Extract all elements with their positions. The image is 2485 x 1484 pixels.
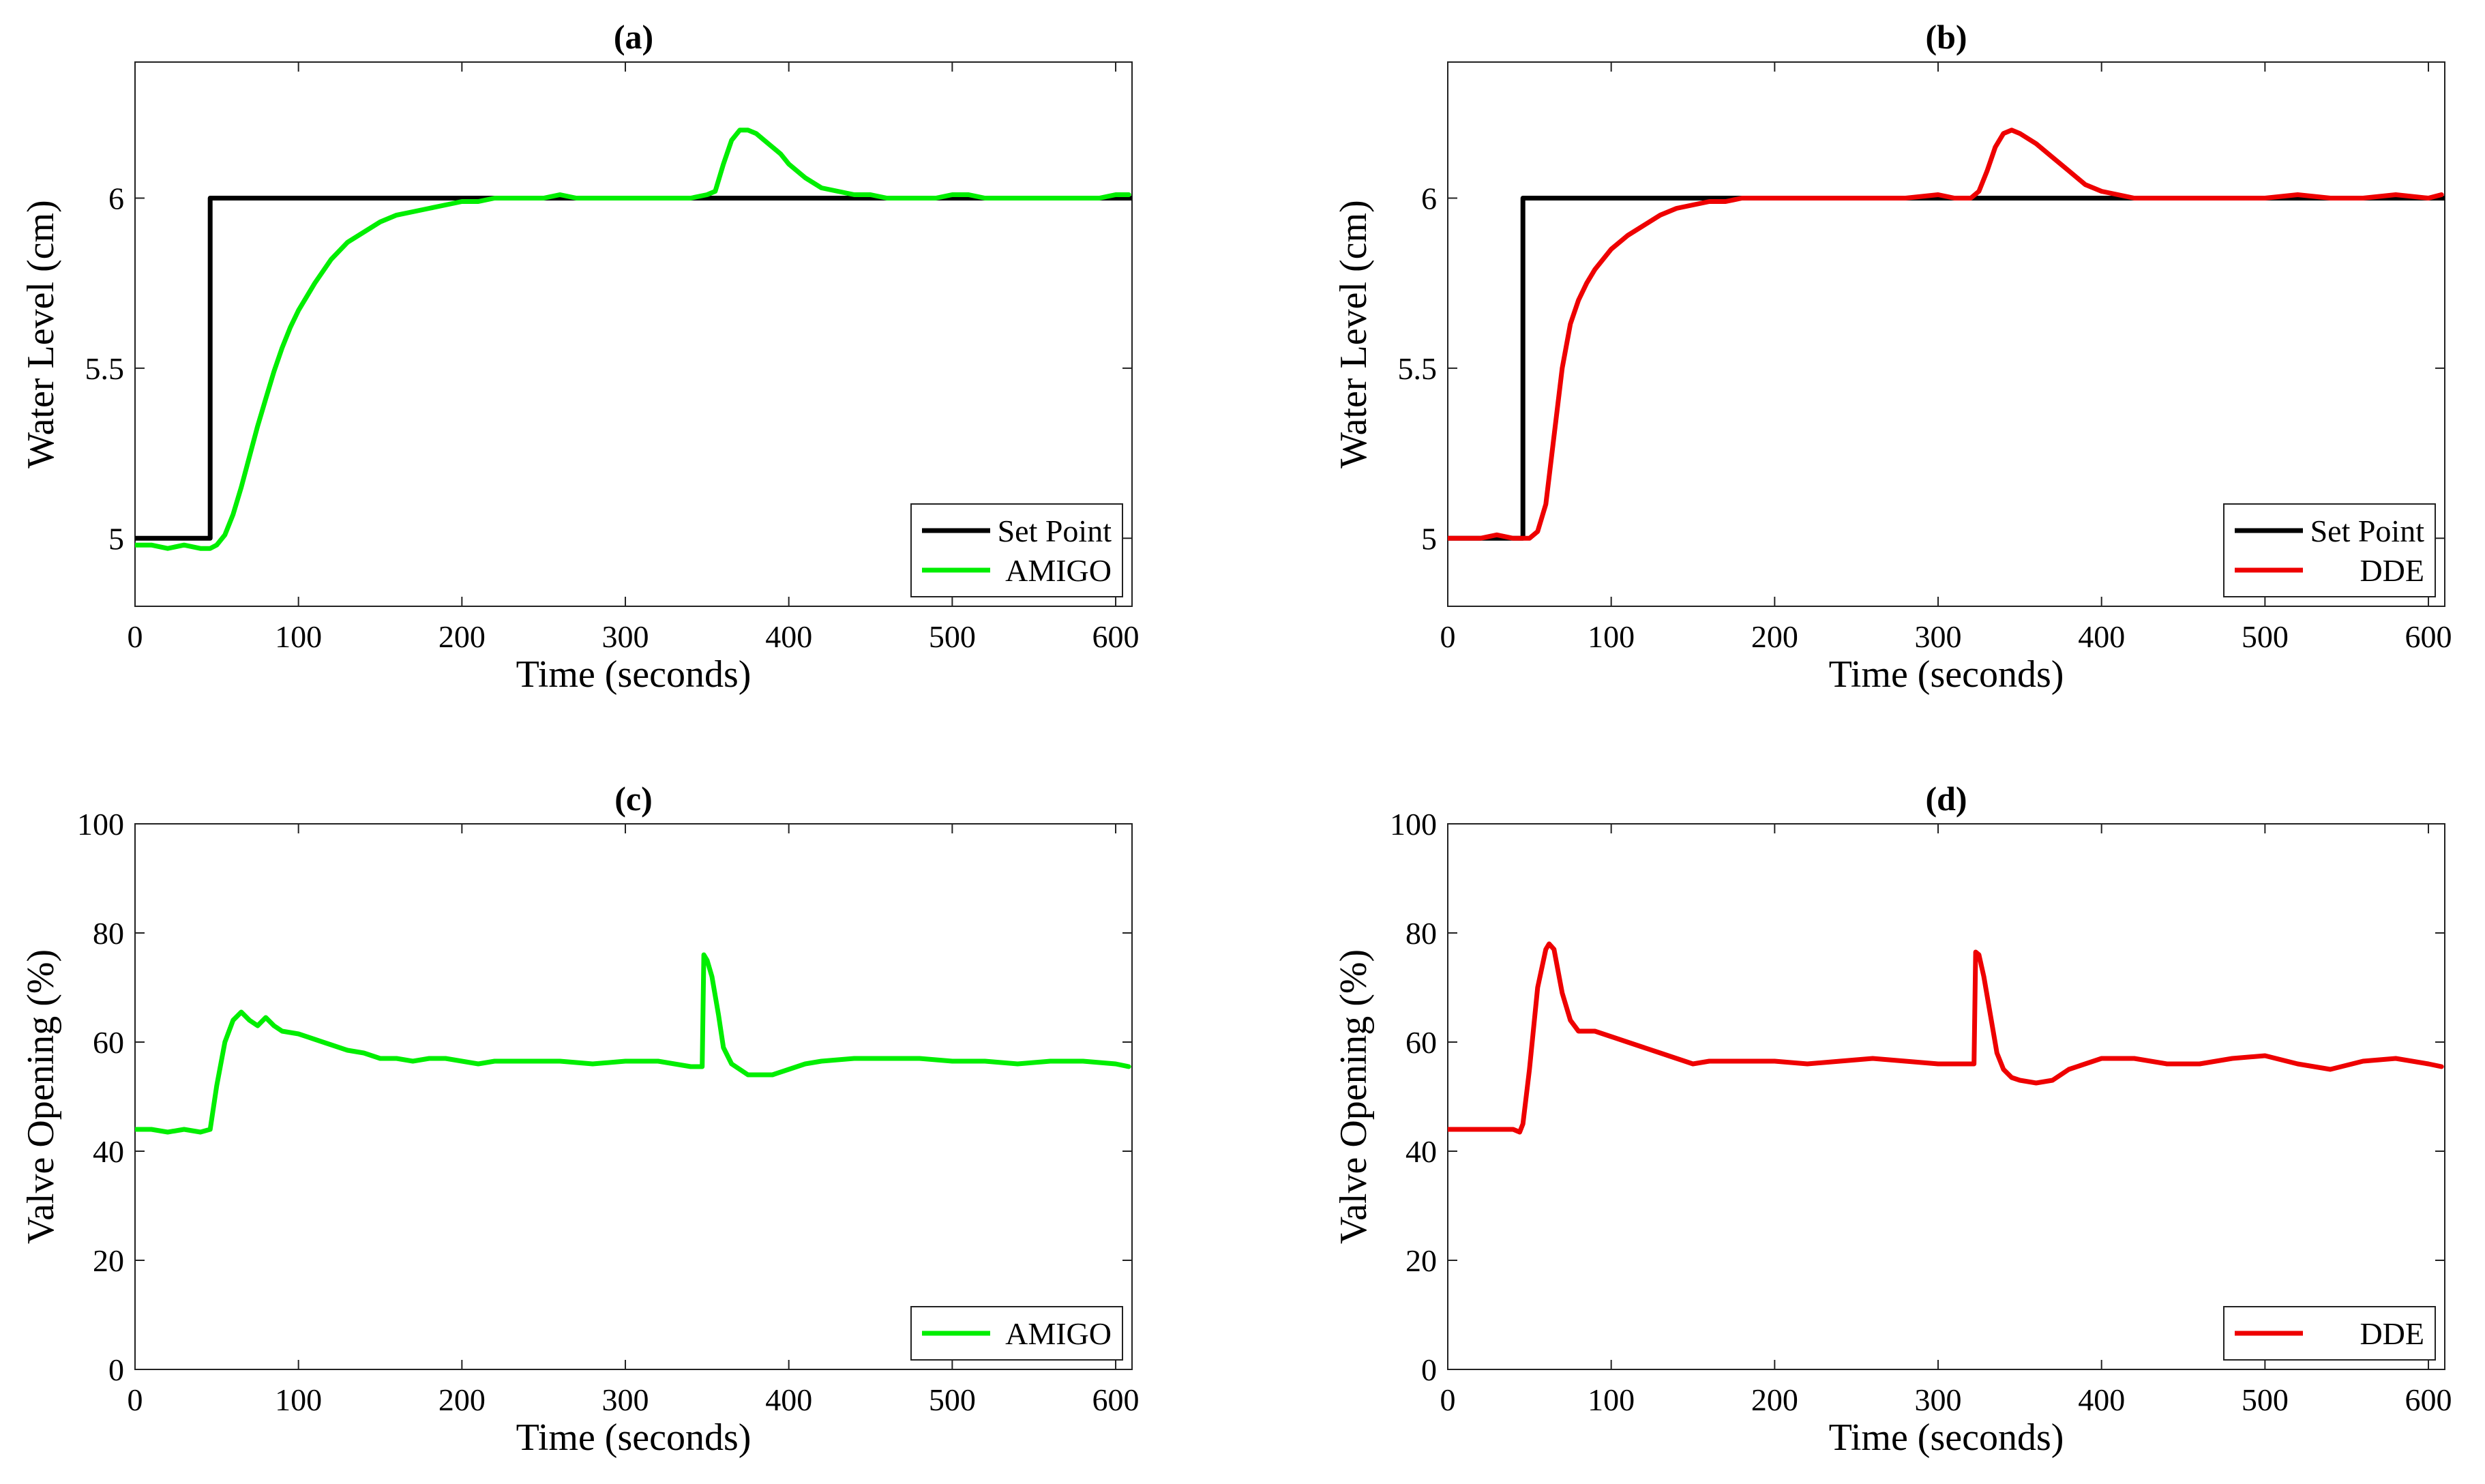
y-tick-label: 0 [1421,1352,1437,1387]
legend: Set Point AMIGO [910,503,1123,597]
x-axis-label: Time (seconds) [516,1416,752,1459]
legend: AMIGO [910,1306,1123,1361]
y-tick-label: 100 [77,807,124,842]
plot-frame [134,823,1133,1370]
y-tick-label: 5.5 [85,351,125,386]
y-tick-label: 20 [93,1243,124,1278]
chart-title: (b) [1925,18,1967,56]
x-tick-label: 100 [275,1382,322,1417]
x-tick-label: 300 [602,619,649,654]
chart-0: 0 100 200 300 400 500 600 5 5.5 6 (a) Time (seconds… [20,18,1140,696]
x-tick-label: 200 [438,619,486,654]
y-tick-label: 5.5 [1398,351,1438,386]
x-tick-label: 500 [929,619,976,654]
y-tick-label: 6 [108,181,124,216]
series-line-set-point [1448,196,2445,541]
plot-frame [1447,823,2445,1370]
y-tick-label: 100 [1390,807,1437,842]
x-tick-label: 600 [1092,619,1140,654]
x-tick-label: 400 [765,1382,812,1417]
x-tick-label: 100 [275,619,322,654]
y-tick-label: 60 [93,1025,124,1060]
x-tick-label: 300 [602,1382,649,1417]
y-tick-label: 5 [108,521,124,556]
y-tick-label: 5 [1421,521,1437,556]
x-tick-label: 500 [2242,1382,2289,1417]
x-tick-label: 200 [1751,619,1798,654]
series-line-dde [1448,941,2444,1135]
legend: Set Point DDE [2223,503,2436,597]
x-axis-label: Time (seconds) [1829,1416,2064,1459]
x-tick-label: 0 [1440,1382,1456,1417]
y-axis-label: Water Level (cm) [20,200,62,468]
x-tick-label: 0 [1440,619,1456,654]
y-tick-label: 80 [1405,916,1437,951]
y-tick-label: 20 [1405,1243,1437,1278]
y-tick-label: 6 [1421,181,1437,216]
x-tick-label: 100 [1588,1382,1635,1417]
y-tick-label: 80 [93,916,124,951]
legend-box [2223,503,2436,597]
y-axis-label: Valve Opening (%) [1333,949,1375,1244]
x-tick-label: 400 [765,619,812,654]
y-tick-label: 60 [1405,1025,1437,1060]
y-tick-label: 40 [1405,1134,1437,1169]
legend-box [910,503,1123,597]
x-tick-label: 200 [1751,1382,1798,1417]
y-tick-label: 40 [93,1134,124,1169]
x-tick-label: 200 [438,1382,486,1417]
series-line-set-point [135,196,1132,541]
x-tick-label: 100 [1588,619,1635,654]
x-tick-label: 300 [1915,1382,1962,1417]
legend: DDE [2223,1306,2436,1361]
x-tick-label: 500 [929,1382,976,1417]
series-line-amigo [135,952,1131,1135]
x-axis-label: Time (seconds) [516,653,752,696]
x-tick-label: 600 [2405,619,2452,654]
x-tick-label: 600 [1092,1382,1140,1417]
y-axis-label: Valve Opening (%) [20,949,62,1244]
x-tick-label: 0 [128,619,143,654]
legend-label: Set Point [2310,514,2425,548]
chart-title: (d) [1925,780,1967,818]
legend-label: AMIGO [1005,553,1112,588]
series-line-amigo [135,128,1131,551]
chart-3: 0 100 200 300 400 500 600 0 20 40 60 80 100 (d) Time (… [1333,780,2452,1459]
legend-label: Set Point [998,514,1112,548]
chart-title: (c) [614,780,653,818]
x-tick-label: 400 [2078,1382,2125,1417]
plot-frame [1447,61,2445,607]
plot-frame [134,61,1133,607]
chart-title: (a) [614,18,653,56]
legend-label: AMIGO [1005,1316,1112,1351]
x-axis-label: Time (seconds) [1829,653,2064,696]
y-tick-label: 0 [108,1352,124,1387]
legend-label: DDE [2360,1316,2424,1351]
x-tick-label: 0 [128,1382,143,1417]
legend-label: DDE [2360,553,2424,588]
x-tick-label: 300 [1915,619,1962,654]
x-tick-label: 600 [2405,1382,2452,1417]
y-axis-label: Water Level (cm) [1333,200,1375,468]
x-tick-label: 500 [2242,619,2289,654]
series-line-dde [1448,128,2444,541]
chart-1: 0 100 200 300 400 500 600 5 5.5 6 (b) Time (seconds… [1333,18,2452,696]
chart-2: 0 100 200 300 400 500 600 0 20 40 60 80 100 (c) Time (… [20,780,1140,1459]
x-tick-label: 400 [2078,619,2125,654]
